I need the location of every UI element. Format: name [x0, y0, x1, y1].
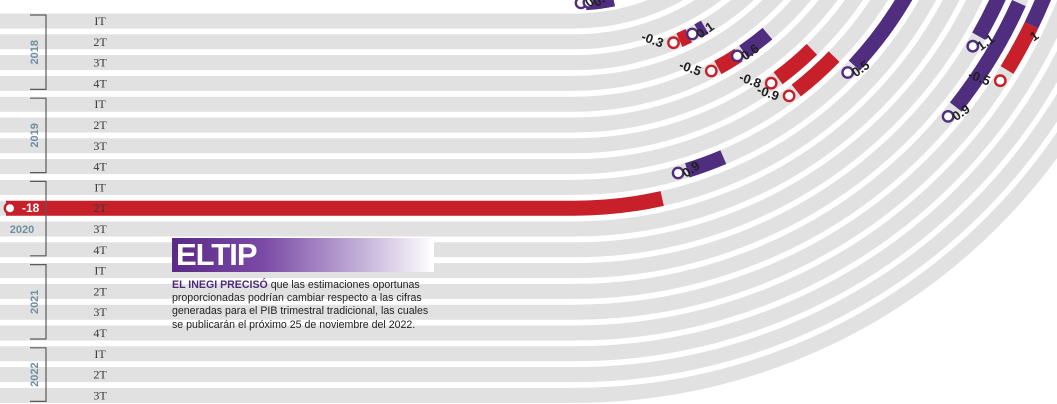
value-marker	[966, 39, 980, 53]
value-marker	[671, 166, 685, 180]
value-marker	[667, 36, 680, 50]
track-row	[0, 0, 913, 195]
track-row	[0, 0, 722, 50]
track-row	[0, 50, 1057, 362]
quarter-label: IT	[94, 180, 106, 194]
quarter-label: 3T	[93, 222, 107, 236]
track-row	[0, 0, 684, 29]
value-marker	[582, 0, 596, 9]
value-label: 0.5	[590, 0, 613, 10]
tip-text: EL INEGI PRECISÓ que las estimaciones op…	[172, 279, 440, 332]
track-row	[0, 0, 983, 258]
bar-group	[3, 0, 1051, 216]
tip-box: ELTIP EL INEGI PRECISÓ que las estimacio…	[172, 238, 442, 332]
value-label: -18	[22, 201, 40, 215]
quarter-label: 4T	[93, 76, 107, 90]
year-label: 2019	[29, 123, 41, 147]
value-label: -0.9	[755, 82, 781, 104]
value-bar	[694, 20, 709, 38]
track-row	[0, 0, 1057, 341]
value-bar	[949, 0, 1026, 112]
value-label: 0	[582, 0, 597, 10]
value-marker	[730, 49, 744, 63]
quarter-label: IT	[94, 347, 106, 361]
quarter-label: 3T	[93, 139, 107, 153]
value-marker	[993, 74, 1007, 88]
quarter-label: IT	[94, 14, 106, 28]
value-bar	[848, 0, 913, 71]
tip-title: ELTIP	[172, 238, 434, 272]
year-bracket	[30, 264, 47, 340]
value-label: -0.5	[966, 67, 992, 89]
track-row	[0, 93, 1057, 383]
quarter-label: 3T	[93, 305, 107, 319]
value-bar	[773, 43, 818, 85]
value-marker	[941, 110, 955, 123]
track-row	[0, 0, 812, 112]
track-row	[0, 0, 1006, 279]
value-bar	[791, 51, 840, 97]
value-label: -0.8	[737, 69, 763, 91]
quarter-label: 2T	[93, 35, 107, 49]
value-bar	[972, 0, 1006, 40]
year-bracket	[30, 14, 47, 90]
value-bar	[739, 27, 773, 58]
quarter-label: 4T	[93, 243, 107, 257]
track-row	[0, 0, 1051, 320]
tip-lead: EL INEGI PRECISÓ	[172, 279, 268, 291]
quarter-label: 3T	[93, 56, 107, 70]
track-row	[0, 131, 1057, 403]
value-bar	[685, 150, 727, 178]
value-marker	[782, 89, 796, 103]
track-row	[0, 0, 960, 237]
quarter-label: 2T	[93, 368, 107, 382]
value-bar	[1024, 0, 1051, 29]
value-label: -0.5	[677, 57, 703, 79]
year-bracket	[30, 180, 47, 257]
tip-body: que las estimaciones oportunas proporcio…	[172, 279, 429, 331]
quarter-label: 2T	[93, 284, 107, 298]
year-label: 2021	[29, 290, 41, 314]
quarter-label: 4T	[93, 160, 107, 174]
value-marker	[3, 201, 17, 215]
value-marker	[685, 27, 699, 41]
year-bracket	[30, 347, 47, 402]
value-marker	[704, 64, 718, 78]
quarter-label: 3T	[93, 388, 107, 402]
year-label: 2022	[29, 362, 41, 386]
track-row	[0, 0, 754, 71]
value-bar	[6, 191, 664, 216]
year-label: 2020	[10, 224, 34, 236]
track-row	[0, 0, 838, 133]
value-bar	[1000, 22, 1039, 74]
value-label: -0.3	[639, 29, 665, 51]
quarter-label: IT	[94, 97, 106, 111]
track-row	[0, 0, 1029, 299]
value-marker	[764, 76, 778, 90]
value-marker	[841, 66, 855, 79]
track-row	[0, 0, 784, 91]
quarter-label: IT	[94, 264, 106, 278]
quarter-label: 4T	[93, 326, 107, 340]
year-bracket	[30, 97, 47, 174]
year-label: 2018	[29, 40, 41, 64]
quarter-label: 2T	[93, 118, 107, 132]
quarter-label: 2T	[93, 201, 107, 215]
